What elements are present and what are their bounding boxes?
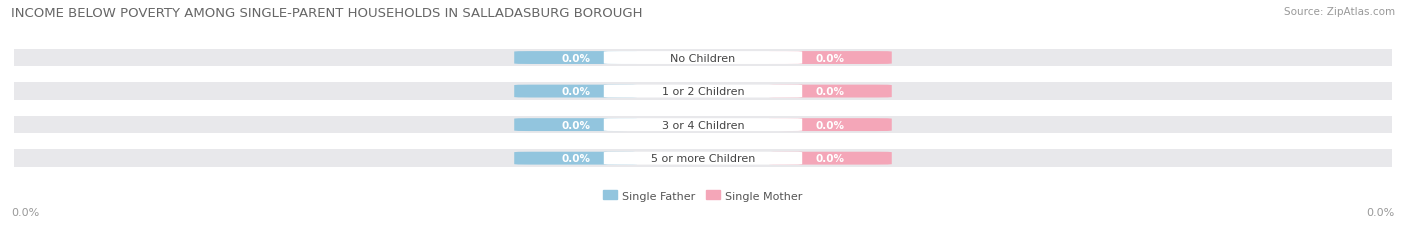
Text: 0.0%: 0.0% xyxy=(11,207,39,217)
FancyBboxPatch shape xyxy=(515,119,637,131)
FancyBboxPatch shape xyxy=(515,152,637,165)
Text: 0.0%: 0.0% xyxy=(561,153,591,164)
FancyBboxPatch shape xyxy=(603,119,803,131)
Text: 0.0%: 0.0% xyxy=(561,87,591,97)
Text: 0.0%: 0.0% xyxy=(815,53,845,63)
FancyBboxPatch shape xyxy=(515,85,637,98)
Text: 0.0%: 0.0% xyxy=(561,53,591,63)
FancyBboxPatch shape xyxy=(515,52,637,65)
Text: 0.0%: 0.0% xyxy=(561,120,591,130)
Text: 0.0%: 0.0% xyxy=(1367,207,1395,217)
Text: 5 or more Children: 5 or more Children xyxy=(651,153,755,164)
FancyBboxPatch shape xyxy=(14,83,1392,100)
FancyBboxPatch shape xyxy=(603,85,803,98)
Text: 0.0%: 0.0% xyxy=(815,120,845,130)
Text: No Children: No Children xyxy=(671,53,735,63)
Text: 0.0%: 0.0% xyxy=(815,153,845,164)
FancyBboxPatch shape xyxy=(603,52,803,65)
Text: Source: ZipAtlas.com: Source: ZipAtlas.com xyxy=(1284,7,1395,17)
FancyBboxPatch shape xyxy=(769,52,891,65)
Text: 0.0%: 0.0% xyxy=(815,87,845,97)
Text: 1 or 2 Children: 1 or 2 Children xyxy=(662,87,744,97)
Text: INCOME BELOW POVERTY AMONG SINGLE-PARENT HOUSEHOLDS IN SALLADASBURG BOROUGH: INCOME BELOW POVERTY AMONG SINGLE-PARENT… xyxy=(11,7,643,20)
FancyBboxPatch shape xyxy=(14,50,1392,67)
FancyBboxPatch shape xyxy=(769,152,891,165)
FancyBboxPatch shape xyxy=(769,119,891,131)
FancyBboxPatch shape xyxy=(14,116,1392,134)
FancyBboxPatch shape xyxy=(769,85,891,98)
Legend: Single Father, Single Mother: Single Father, Single Mother xyxy=(599,186,807,205)
FancyBboxPatch shape xyxy=(603,152,803,165)
FancyBboxPatch shape xyxy=(14,150,1392,167)
Text: 3 or 4 Children: 3 or 4 Children xyxy=(662,120,744,130)
